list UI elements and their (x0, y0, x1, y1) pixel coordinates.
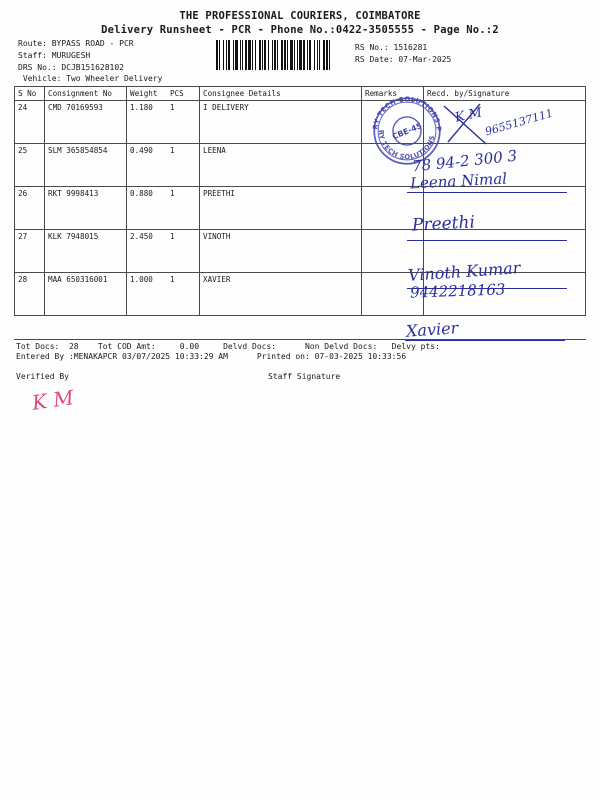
cell-weight: 0.880 (126, 186, 167, 230)
meta-drs-no: DRS No.: DCJB151628102 (18, 62, 124, 72)
cell-consignee: PREETHI (199, 186, 362, 230)
cell-pcs: 1 (167, 229, 200, 273)
totals-line: Tot Docs: 28 Tot COD Amt: 0.00 Delvd Doc… (16, 342, 440, 351)
column-header-consignee: Consignee Details (199, 86, 362, 101)
cell-weight: 1.180 (126, 100, 167, 144)
signature-underline-row-27 (407, 288, 567, 289)
cell-consignment-no: CMD 70169593 (44, 100, 127, 144)
footer-divider (14, 339, 586, 340)
header-meta-left: Route: BYPASS ROAD - PCR Staff: MURUGESH… (18, 38, 163, 85)
page-subtitle: Delivery Runsheet - PCR - Phone No.:0422… (101, 24, 499, 36)
cell-consignment-no: MAA 650316001 (44, 272, 127, 316)
cell-signature (423, 100, 586, 144)
cell-consignee: XAVIER (199, 272, 362, 316)
cell-sno: 26 (14, 186, 45, 230)
meta-rs-no: RS No.: 1516281 (355, 43, 428, 52)
entered-by-line: Entered By :MENAKAPCR 03/07/2025 10:33:2… (16, 352, 407, 361)
cell-consignment-no: KLK 7948015 (44, 229, 127, 273)
cell-consignee: VINOTH (199, 229, 362, 273)
signature-underline-row-28 (405, 340, 565, 341)
column-header-pcs: PCS (167, 86, 200, 101)
cell-remarks (361, 100, 424, 144)
verified-by-label: Verified By (16, 372, 69, 381)
table-header-row: S No Consignment No Weight PCS Consignee… (14, 86, 586, 101)
table-row: 25 SLM 365854854 0.490 1 LEENA (14, 143, 586, 187)
meta-rs-date: RS Date: 07-Mar-2025 (355, 54, 452, 64)
cell-signature (423, 229, 586, 273)
cell-consignee: LEENA (199, 143, 362, 187)
cell-consignment-no: RKT 9998413 (44, 186, 127, 230)
consignment-table: S No Consignment No Weight PCS Consignee… (14, 86, 586, 316)
cell-sno: 28 (14, 272, 45, 316)
cell-weight: 0.490 (126, 143, 167, 187)
cell-weight: 2.450 (126, 229, 167, 273)
table-row: 26 RKT 9998413 0.880 1 PREETHI (14, 186, 586, 230)
table-body: 24 CMD 70169593 1.180 1 I DELIVERY 25 SLM 3658… (14, 100, 586, 316)
column-header-sno: S No (14, 86, 45, 101)
cell-pcs: 1 (167, 143, 200, 187)
cell-signature (423, 272, 586, 316)
signature-row-28: Xavier (405, 318, 459, 341)
cell-pcs: 1 (167, 186, 200, 230)
barcode-image (216, 40, 332, 70)
table-row: 24 CMD 70169593 1.180 1 I DELIVERY (14, 100, 586, 144)
cell-remarks (361, 186, 424, 230)
cell-sno: 27 (14, 229, 45, 273)
cell-remarks (361, 229, 424, 273)
cell-pcs: 1 (167, 272, 200, 316)
table-row: 28 MAA 650316001 1.000 1 XAVIER (14, 272, 586, 316)
cell-weight: 1.000 (126, 272, 167, 316)
cell-consignment-no: SLM 365854854 (44, 143, 127, 187)
cell-remarks (361, 272, 424, 316)
cell-pcs: 1 (167, 100, 200, 144)
header-meta-right: RS No.: 1516281 RS Date: 07-Mar-2025 (355, 42, 451, 65)
meta-vehicle: Vehicle: Two Wheeler Delivery (18, 74, 163, 84)
column-header-consignment: Consignment No (44, 86, 127, 101)
cell-signature (423, 143, 586, 187)
cell-sno: 25 (14, 143, 45, 187)
column-header-signature: Recd. by/Signature (423, 86, 586, 101)
signature-underline-row-26 (407, 240, 567, 241)
staff-signature-label: Staff Signature (268, 372, 341, 381)
signature-underline-row-25 (407, 192, 567, 193)
cell-sno: 24 (14, 100, 45, 144)
column-header-weight: Weight (126, 86, 167, 101)
verified-by-mark: K M (30, 385, 76, 415)
cell-consignee: I DELIVERY (199, 100, 362, 144)
meta-staff: Staff: MURUGESH (18, 50, 91, 60)
table-row: 27 KLK 7948015 2.450 1 VINOTH (14, 229, 586, 273)
meta-route: Route: BYPASS ROAD - PCR (18, 39, 134, 48)
page-title: THE PROFESSIONAL COURIERS, COIMBATORE (179, 10, 421, 22)
